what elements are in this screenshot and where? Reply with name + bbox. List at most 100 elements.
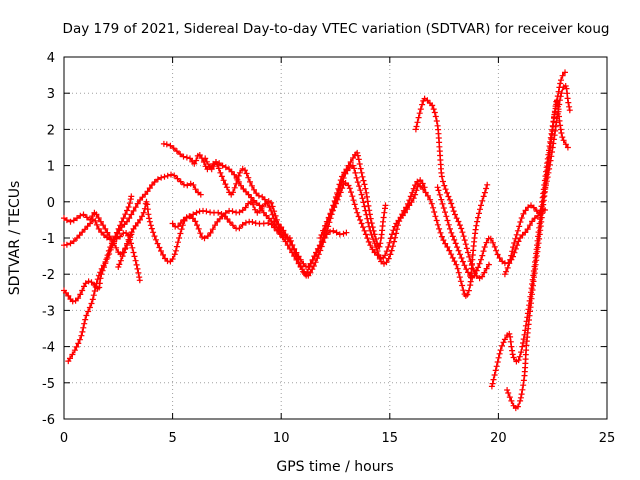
- data-point: [370, 236, 377, 243]
- data-point: [420, 186, 427, 193]
- data-point: [434, 184, 441, 191]
- data-point: [433, 217, 440, 224]
- data-point: [345, 182, 352, 189]
- y-tick-label: -2: [42, 268, 55, 283]
- data-point: [79, 229, 86, 236]
- data-point: [177, 220, 184, 227]
- data-point: [139, 213, 145, 220]
- data-point: [463, 266, 470, 273]
- data-point: [74, 215, 80, 222]
- data-point: [245, 191, 252, 198]
- data-point: [543, 182, 549, 189]
- data-point: [504, 387, 511, 393]
- data-point: [146, 218, 153, 225]
- data-point: [187, 155, 193, 162]
- data-point: [364, 198, 371, 205]
- data-point: [86, 304, 93, 311]
- data-point: [219, 162, 226, 169]
- data-point: [453, 261, 460, 268]
- data-point: [387, 251, 394, 258]
- data-point: [80, 211, 87, 218]
- data-point: [239, 221, 246, 228]
- data-point: [448, 229, 455, 236]
- data-point: [422, 189, 429, 196]
- data-point: [89, 296, 96, 303]
- data-point: [127, 232, 134, 239]
- data-point: [361, 203, 368, 210]
- data-point: [547, 157, 554, 164]
- data-point: [125, 236, 132, 243]
- data-point: [355, 213, 362, 220]
- data-point: [150, 229, 157, 236]
- data-point: [453, 215, 460, 222]
- data-point: [496, 350, 503, 357]
- data-point: [126, 215, 133, 222]
- data-point: [564, 144, 571, 151]
- data-point: [184, 182, 191, 189]
- data-point: [144, 188, 151, 195]
- chart-title: Day 179 of 2021, Sidereal Day-to-day VTE…: [63, 21, 610, 37]
- data-point: [97, 218, 104, 225]
- data-point: [322, 231, 329, 238]
- data-point: [483, 185, 490, 192]
- data-point: [493, 363, 500, 370]
- data-point: [508, 252, 515, 259]
- data-point: [476, 260, 483, 267]
- data-point: [540, 193, 547, 200]
- data-point: [533, 253, 540, 259]
- data-point: [256, 202, 263, 209]
- data-point: [258, 205, 265, 212]
- data-point: [128, 193, 135, 200]
- data-point: [368, 231, 375, 238]
- data-point: [79, 287, 86, 294]
- data-point: [135, 269, 142, 276]
- data-point: [137, 216, 143, 223]
- data-point: [291, 246, 297, 253]
- data-point: [88, 279, 95, 286]
- series-line: [415, 97, 491, 279]
- data-point: [444, 244, 451, 250]
- data-point: [530, 204, 537, 211]
- data-point: [451, 236, 458, 243]
- data-point: [513, 231, 520, 238]
- data-point: [85, 278, 92, 285]
- data-point: [503, 268, 509, 275]
- data-point: [364, 193, 370, 200]
- data-point: [389, 243, 396, 250]
- data-point: [116, 227, 123, 234]
- data-point: [424, 192, 431, 199]
- data-point: [212, 222, 218, 229]
- data-point: [124, 207, 130, 214]
- data-point: [365, 238, 372, 245]
- data-point: [168, 171, 174, 178]
- data-point: [94, 276, 101, 283]
- data-point: [552, 123, 559, 130]
- data-point: [98, 229, 105, 236]
- data-point: [249, 219, 256, 225]
- data-point: [197, 191, 204, 198]
- data-point: [354, 209, 361, 216]
- data-point: [557, 80, 564, 87]
- data-point: [446, 196, 453, 203]
- data-point: [448, 200, 455, 207]
- data-point: [546, 161, 553, 168]
- data-point: [371, 240, 378, 247]
- data-point: [461, 262, 468, 269]
- data-point: [160, 251, 166, 258]
- series-arc-13: [434, 184, 548, 281]
- data-point: [95, 225, 102, 232]
- data-point: [183, 154, 190, 161]
- data-point: [476, 210, 482, 217]
- data-point: [377, 240, 384, 247]
- data-point: [481, 244, 488, 250]
- data-point: [139, 194, 146, 201]
- data-point: [171, 172, 178, 179]
- data-point: [414, 119, 421, 126]
- data-point: [112, 234, 119, 241]
- data-point: [235, 178, 242, 185]
- data-point: [114, 230, 121, 237]
- y-tick-label: -3: [42, 304, 55, 319]
- data-point: [507, 256, 514, 263]
- data-point: [220, 177, 227, 184]
- data-point: [479, 197, 486, 204]
